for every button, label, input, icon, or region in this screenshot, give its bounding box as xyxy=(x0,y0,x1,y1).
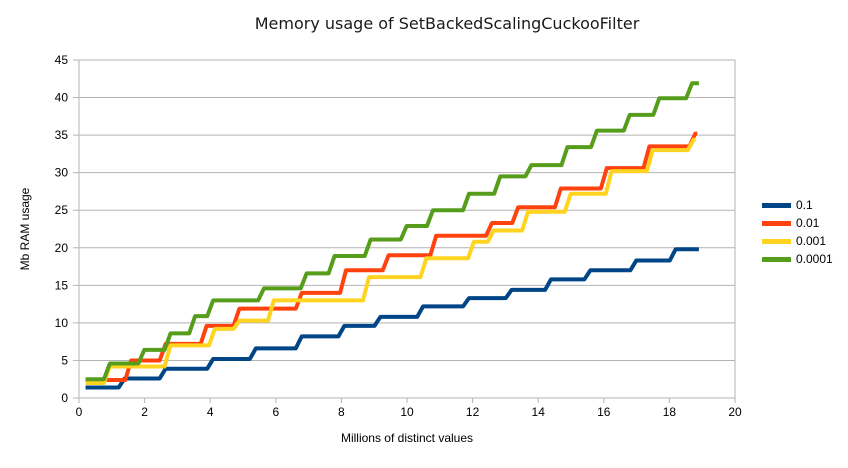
x-tick-label: 14 xyxy=(532,405,546,419)
series-0.0001 xyxy=(85,81,699,382)
y-tick-label: 40 xyxy=(55,91,69,105)
chart-title: Memory usage of SetBackedScalingCuckooFi… xyxy=(254,14,640,33)
series-0.1 xyxy=(85,247,699,390)
x-tick-label: 2 xyxy=(141,405,148,419)
legend-item: 0.0001 xyxy=(762,250,833,268)
x-axis-title: Millions of distinct values xyxy=(340,431,474,445)
y-axis-title: Mb RAM usage xyxy=(18,187,32,271)
legend-label: 0.0001 xyxy=(796,252,833,266)
y-tick-label: 10 xyxy=(55,316,69,330)
legend-item: 0.01 xyxy=(762,214,833,232)
legend-label: 0.1 xyxy=(796,198,813,212)
legend-swatch xyxy=(762,256,791,262)
y-tick-label: 20 xyxy=(55,241,69,255)
x-tick-label: 18 xyxy=(663,405,677,419)
y-tick-label: 35 xyxy=(55,128,69,142)
legend-swatch xyxy=(762,202,791,208)
x-tick-label: 10 xyxy=(400,405,414,419)
x-tick-label: 6 xyxy=(272,405,279,419)
y-tick-label: 30 xyxy=(55,166,69,180)
series-0.001 xyxy=(85,137,696,385)
x-tick-label: 12 xyxy=(466,405,480,419)
x-tick-label: 8 xyxy=(338,405,345,419)
legend-label: 0.01 xyxy=(796,216,820,230)
y-tick-label: 45 xyxy=(55,53,69,67)
x-tick-label: 16 xyxy=(597,405,611,419)
legend-label: 0.001 xyxy=(796,234,827,248)
legend-swatch xyxy=(762,238,791,244)
y-tick-label: 25 xyxy=(55,203,69,217)
x-tick-label: 20 xyxy=(728,405,742,419)
x-tick-label: 4 xyxy=(207,405,214,419)
y-tick-label: 0 xyxy=(61,391,68,405)
legend-swatch xyxy=(762,220,791,226)
x-tick-label: 0 xyxy=(76,405,83,419)
series-0.01 xyxy=(85,131,698,382)
y-tick-label: 15 xyxy=(55,278,69,292)
legend-item: 0.001 xyxy=(762,232,833,250)
y-tick-label: 5 xyxy=(61,353,68,367)
legend-item: 0.1 xyxy=(762,196,833,214)
legend: 0.1 0.01 0.001 0.0001 xyxy=(762,196,833,268)
